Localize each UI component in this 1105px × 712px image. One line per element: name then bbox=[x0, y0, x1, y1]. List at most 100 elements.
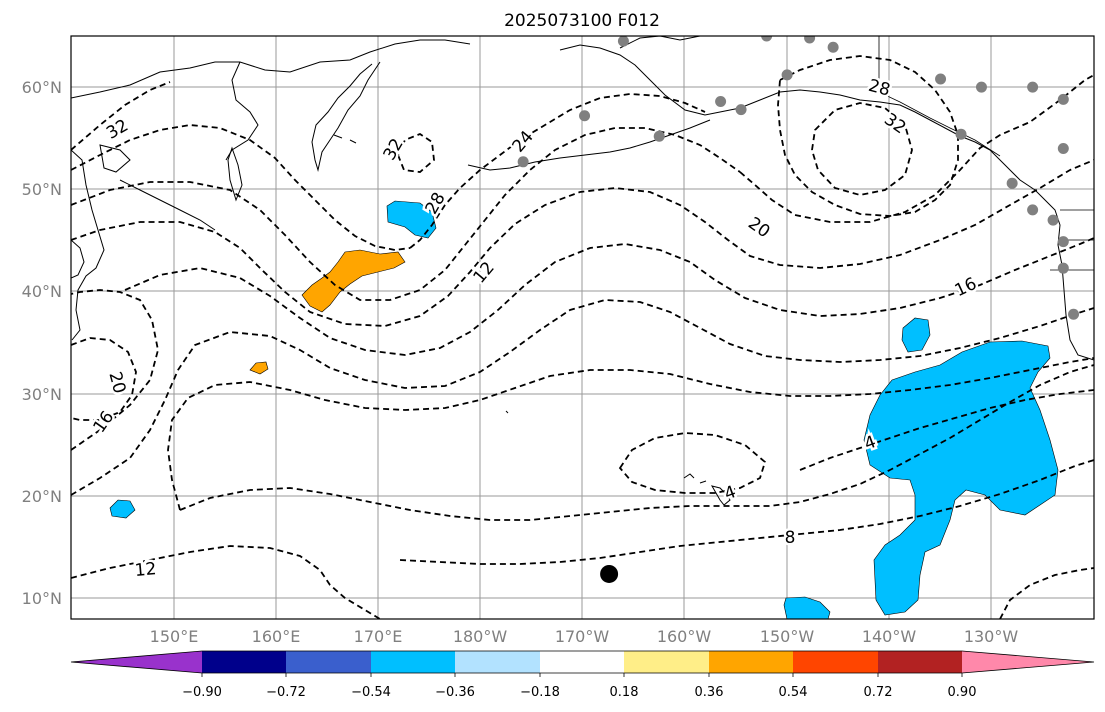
kamchatka-coast bbox=[311, 61, 381, 172]
contour-label: 16 bbox=[952, 274, 980, 301]
contour-label: 32 bbox=[880, 110, 909, 139]
contour-8 bbox=[179, 364, 1094, 521]
aleutian-west bbox=[333, 134, 357, 144]
station-marker bbox=[1027, 81, 1039, 93]
negative-anomaly-shading bbox=[109, 200, 1059, 619]
lon-label: 150°E bbox=[150, 627, 199, 646]
contour-28-west bbox=[71, 124, 411, 251]
colorbar-segment bbox=[793, 651, 878, 673]
shade-west-small bbox=[109, 499, 136, 519]
contour-label: 8 bbox=[785, 528, 796, 548]
station-marker bbox=[935, 73, 947, 85]
colorbar-tick-label: −0.36 bbox=[435, 685, 475, 700]
lat-label: 40°N bbox=[22, 282, 62, 301]
station-marker bbox=[827, 41, 839, 53]
station-marker bbox=[804, 36, 816, 44]
contour-labels: 32 32 32 28 28 24 20 20 16 16 12 12 8 4 … bbox=[87, 73, 982, 583]
station-marker bbox=[617, 36, 629, 47]
lon-gridlines bbox=[173, 36, 992, 619]
colorbar-tick-label: −0.18 bbox=[520, 685, 560, 700]
station-marker bbox=[975, 81, 987, 93]
colorbar-segment bbox=[962, 651, 1094, 673]
contour-16 bbox=[124, 237, 1094, 356]
colorbar-segment bbox=[624, 651, 709, 673]
lat-label: 50°N bbox=[22, 180, 62, 199]
shade-north-aleutian bbox=[386, 200, 437, 239]
colorbar-tick-label: 0.18 bbox=[610, 685, 639, 700]
colorbar-segment bbox=[540, 651, 624, 673]
lon-label: 170°W bbox=[555, 627, 610, 646]
contour-32-small-loop bbox=[397, 132, 435, 173]
storm-center-marker bbox=[600, 564, 619, 583]
hawaii-islands bbox=[683, 473, 731, 506]
contour-label: 20 bbox=[744, 214, 773, 243]
alaska-coast bbox=[559, 44, 1094, 361]
contour-16-west bbox=[71, 289, 159, 451]
lon-label: 140°W bbox=[862, 627, 917, 646]
contour-4-loop bbox=[618, 432, 767, 494]
colorbar-segment bbox=[286, 651, 371, 673]
station-marker bbox=[1047, 214, 1059, 226]
kuril-chain bbox=[119, 179, 216, 231]
station-marker bbox=[653, 130, 665, 142]
contour-12 bbox=[71, 299, 1094, 496]
lat-label: 10°N bbox=[22, 589, 62, 608]
station-marker bbox=[579, 110, 591, 122]
lon-label: 160°W bbox=[657, 627, 712, 646]
small-island bbox=[505, 410, 509, 414]
station-marker bbox=[1057, 143, 1069, 155]
station-marker bbox=[955, 128, 967, 140]
contour-4 bbox=[799, 389, 1094, 471]
contour-24 bbox=[71, 127, 741, 301]
station-marker bbox=[517, 156, 529, 168]
colorbar-segment bbox=[371, 651, 455, 673]
station-marker bbox=[1057, 262, 1069, 274]
colorbar-tick-label: 0.54 bbox=[779, 685, 808, 700]
contour-8-inner bbox=[167, 357, 1094, 511]
station-markers bbox=[517, 36, 1105, 320]
colorbar-tick-label: 0.72 bbox=[864, 685, 893, 700]
station-marker bbox=[1068, 308, 1080, 320]
lon-label: 130°W bbox=[964, 627, 1019, 646]
station-marker bbox=[1099, 291, 1105, 302]
station-marker bbox=[1057, 93, 1069, 105]
contour-label: 20 bbox=[104, 370, 129, 396]
colorbar-tick-label: −0.72 bbox=[266, 685, 306, 700]
contour-20 bbox=[71, 159, 1094, 327]
contour-32-northwest bbox=[71, 81, 171, 151]
shade-west-coast-north bbox=[863, 340, 1059, 616]
contour-label: 4 bbox=[722, 482, 739, 504]
lon-label: 160°E bbox=[252, 627, 301, 646]
colorbar bbox=[70, 650, 1095, 677]
station-marker bbox=[1006, 177, 1018, 189]
colorbar-tick-label: 0.36 bbox=[695, 685, 724, 700]
positive-anomaly-shading bbox=[249, 249, 406, 375]
shade-south-central bbox=[783, 596, 831, 619]
contour-label: 12 bbox=[134, 559, 157, 581]
okhotsk-north bbox=[225, 61, 259, 161]
lat-label: 60°N bbox=[22, 78, 62, 97]
colorbar-segment bbox=[709, 651, 793, 673]
hokkaido bbox=[99, 144, 131, 173]
colorbar-tick-label: 0.90 bbox=[948, 685, 977, 700]
alaska-north-coast bbox=[619, 36, 701, 49]
asia-coast bbox=[71, 39, 471, 99]
contour-28-alaska bbox=[777, 55, 959, 217]
contour-label: 12 bbox=[470, 258, 499, 287]
colorbar-tick-label: −0.54 bbox=[351, 685, 391, 700]
contour-8-south bbox=[399, 459, 1094, 565]
colorbar-segment bbox=[202, 651, 286, 673]
colorbar-segment bbox=[878, 651, 962, 673]
colorbar-tick-label: −0.90 bbox=[182, 685, 222, 700]
shade-positive-kuroshio bbox=[301, 249, 406, 313]
contour-24-ne bbox=[739, 74, 1094, 223]
sakhalin bbox=[227, 146, 243, 202]
lon-label: 150°W bbox=[760, 627, 815, 646]
shade-small-ne bbox=[901, 317, 931, 353]
contour-label: 32 bbox=[103, 116, 132, 144]
lon-axis-labels: 150°E 160°E 170°E 180°W 170°W 160°W 150°… bbox=[150, 627, 1019, 646]
shade-positive-small bbox=[249, 361, 269, 375]
station-marker bbox=[715, 95, 727, 107]
lon-label: 180°W bbox=[453, 627, 508, 646]
contour-32-alaska-low bbox=[811, 102, 913, 196]
